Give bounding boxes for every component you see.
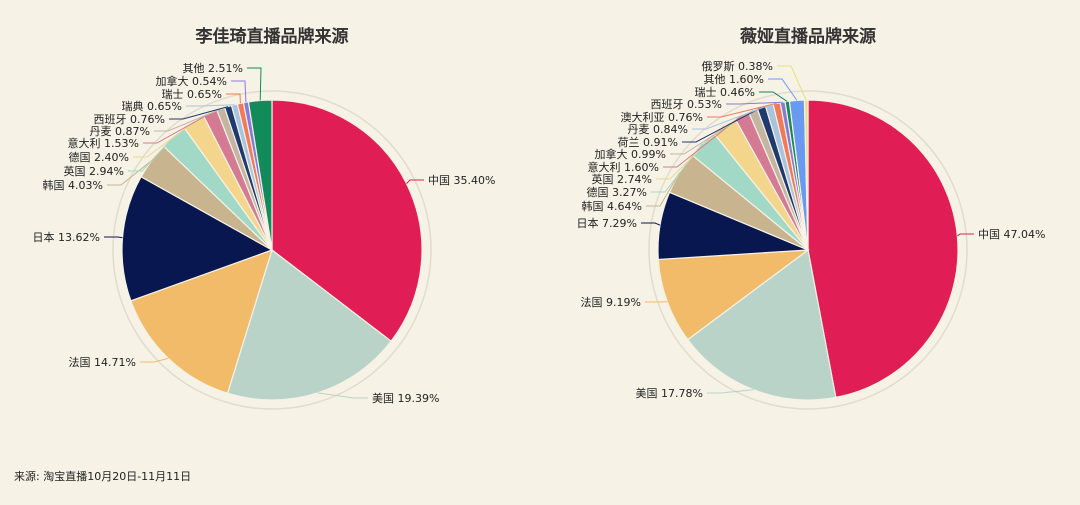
pie-leader-weiya-15	[777, 65, 807, 101]
pie-label-lijiaqi-5: 英国 2.94%	[64, 164, 124, 178]
pie-label-weiya-8: 加拿大 0.99%	[595, 147, 666, 161]
pie-outer-ring	[648, 90, 968, 410]
chart-title-lijiaqi: 李佳琦直播品牌来源	[196, 26, 349, 47]
pie-label-lijiaqi-11: 瑞士 0.65%	[162, 87, 222, 101]
chart-title-weiya: 薇娅直播品牌来源	[739, 26, 876, 47]
pie-label-lijiaqi-9: 西班牙 0.76%	[94, 113, 165, 126]
pie-label-weiya-0: 中国 47.04%	[978, 228, 1045, 241]
pie-leader-weiya-9	[682, 106, 762, 143]
pie-label-weiya-9: 荷兰 0.91%	[618, 136, 678, 149]
pie-slice-weiya-1	[686, 248, 837, 401]
pie-label-weiya-12: 西班牙 0.53%	[651, 98, 722, 111]
pie-leader-lijiaqi-9	[169, 106, 229, 120]
pie-leader-weiya-14	[768, 78, 798, 101]
pie-leader-lijiaqi-12	[231, 80, 247, 103]
pie-label-lijiaqi-2: 法国 14.71%	[69, 355, 136, 369]
pie-label-weiya-1: 美国 17.78%	[636, 387, 703, 400]
pie-leader-lijiaqi-2	[140, 357, 169, 363]
pie-leader-weiya-11	[707, 102, 777, 118]
pie-label-weiya-11: 澳大利亚 0.76%	[621, 110, 703, 124]
pie-label-weiya-6: 英国 2.74%	[592, 172, 652, 186]
pie-leader-lijiaqi-1	[317, 392, 368, 399]
pie-leader-weiya-1	[707, 389, 754, 394]
pie-leader-weiya-3	[641, 222, 661, 226]
pie-leader-lijiaqi-0	[406, 179, 424, 184]
pie-leader-weiya-12	[726, 101, 783, 105]
pie-leader-weiya-10	[692, 104, 770, 130]
pie-label-weiya-7: 意大利 1.60%	[588, 160, 659, 174]
pie-leader-weiya-7	[663, 115, 743, 168]
pie-slice-weiya-2	[657, 249, 810, 341]
pie-label-lijiaqi-0: 中国 35.40%	[428, 174, 495, 187]
pie-leader-lijiaqi-3	[104, 236, 123, 239]
pie-label-weiya-13: 瑞士 0.46%	[695, 85, 755, 99]
pie-leader-weiya-4	[646, 172, 680, 207]
pie-label-lijiaqi-3: 日本 13.62%	[33, 230, 100, 244]
pie-leader-lijiaqi-10	[186, 104, 235, 107]
pie-label-weiya-3: 日本 7.29%	[577, 216, 637, 230]
pie-leader-lijiaqi-5	[128, 136, 175, 172]
pie-leader-weiya-0	[957, 233, 974, 237]
pie-chart-lijiaqi: 李佳琦直播品牌来源 中国 35.40% 美国 19.39% 法国 14.71% 日本 …	[33, 26, 495, 410]
pie-slice-weiya-15	[803, 99, 809, 251]
pie-label-lijiaqi-10: 瑞典 0.65%	[122, 99, 182, 113]
pie-leader-lijiaqi-13	[247, 67, 262, 101]
pie-label-weiya-14: 其他 1.60%	[704, 73, 764, 86]
pie-label-lijiaqi-4: 韩国 4.03%	[43, 178, 103, 192]
pie-label-lijiaqi-8: 丹麦 0.87%	[90, 125, 150, 138]
pie-slice-lijiaqi-0	[271, 99, 423, 343]
pie-leader-weiya-8	[670, 109, 754, 155]
source-note: 来源: 淘宝直播10月20日-11月11日	[14, 470, 192, 483]
pie-slice-lijiaqi-2	[130, 249, 273, 395]
pie-label-weiya-10: 丹麦 0.84%	[628, 123, 688, 136]
pie-leader-lijiaqi-6	[133, 121, 195, 158]
pie-leader-lijiaqi-8	[154, 108, 221, 132]
pie-label-lijiaqi-12: 加拿大 0.54%	[156, 74, 227, 88]
pie-label-lijiaqi-13: 其他 2.51%	[183, 62, 243, 75]
pie-label-lijiaqi-6: 德国 2.40%	[69, 150, 129, 164]
pie-label-lijiaqi-1: 美国 19.39%	[372, 392, 439, 405]
pie-leader-lijiaqi-7	[143, 112, 211, 144]
pie-leader-weiya-13	[759, 91, 788, 102]
pie-leader-lijiaqi-4	[107, 160, 152, 186]
pie-slice-weiya-0	[807, 99, 959, 399]
pie-slice-lijiaqi-3	[121, 175, 274, 302]
pie-chart-weiya: 薇娅直播品牌来源 中国 47.04% 美国 17.78% 法国 9.19% 日本 7.…	[577, 26, 1045, 410]
pie-label-lijiaqi-7: 意大利 1.53%	[68, 136, 139, 150]
pie-leader-lijiaqi-11	[226, 93, 241, 104]
pie-label-weiya-4: 韩国 4.64%	[582, 199, 642, 213]
pie-label-weiya-5: 德国 3.27%	[587, 185, 647, 199]
pie-label-weiya-2: 法国 9.19%	[581, 295, 641, 309]
pie-label-weiya-15: 俄罗斯 0.38%	[702, 60, 773, 73]
pie-outer-ring	[112, 90, 432, 410]
